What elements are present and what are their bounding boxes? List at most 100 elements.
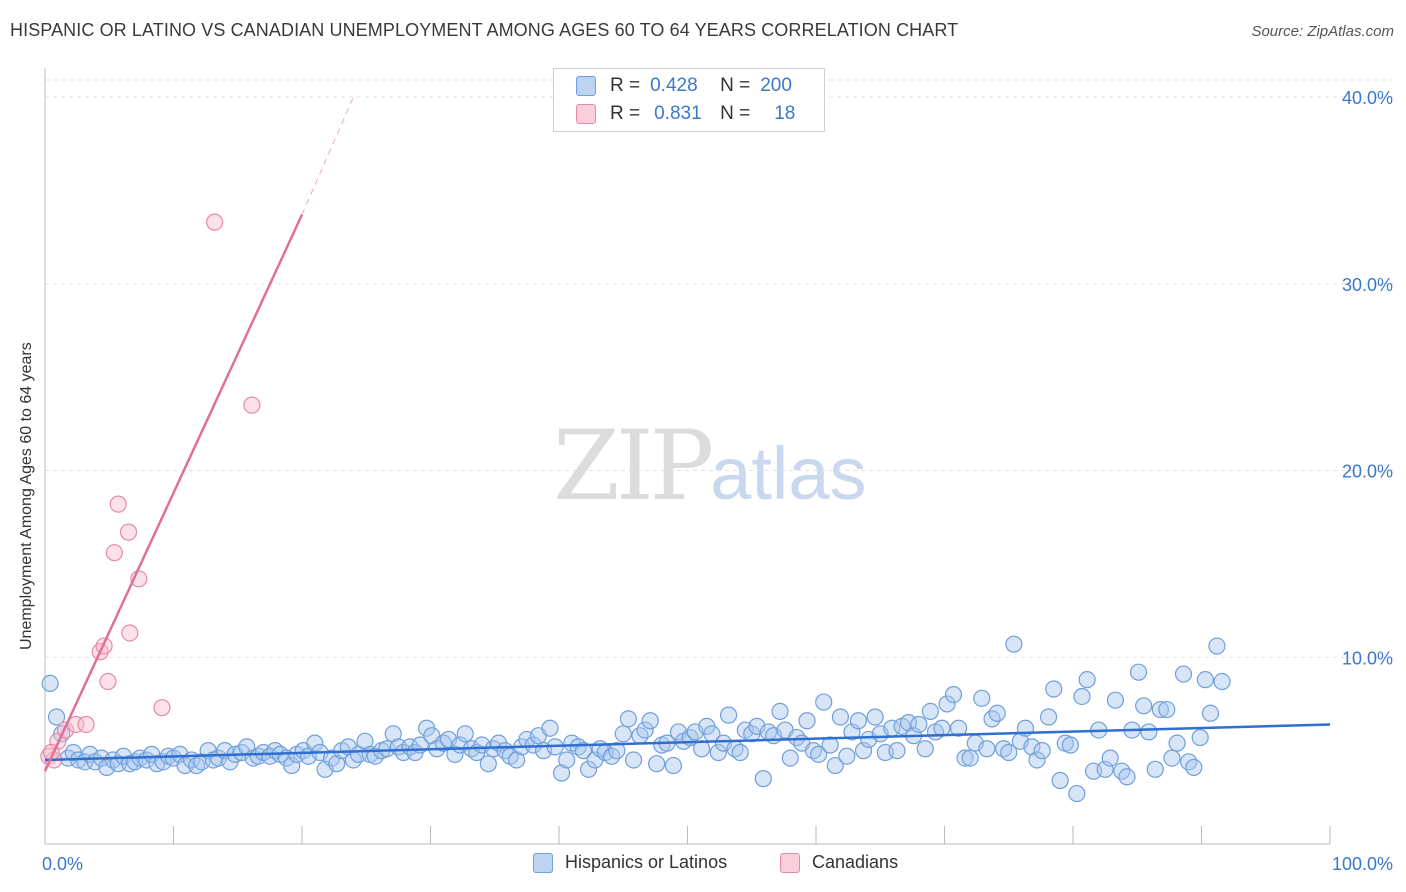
- canadian-point: [109, 495, 127, 513]
- canadian-point: [105, 544, 123, 562]
- canadian-trend-extension: [301, 96, 354, 215]
- hispanic-point: [1045, 680, 1063, 698]
- hispanic-point: [1096, 760, 1114, 778]
- hispanic-point: [809, 745, 828, 763]
- hispanic-point: [1168, 734, 1186, 752]
- y-tick-label: 20.0%: [1342, 462, 1393, 482]
- legend-r-value: 0.831: [654, 103, 702, 124]
- hispanic-point: [641, 712, 659, 730]
- x-tick-label: 100.0%: [1332, 854, 1393, 874]
- legend-n-label: N =: [720, 75, 751, 96]
- y-tick-label: 10.0%: [1342, 648, 1393, 668]
- hispanic-point: [1213, 672, 1231, 691]
- bottom-legend-canadians: Canadians: [780, 852, 898, 873]
- hispanic-point: [1000, 743, 1018, 762]
- hispanic-point: [950, 719, 968, 737]
- watermark: ZIPatlas: [553, 410, 867, 522]
- hispanic-point: [664, 756, 682, 775]
- hispanic-point: [831, 708, 850, 726]
- legend: R = 0.428 N = 200 R = 0.831 N = 18: [553, 68, 825, 132]
- hispanic-point: [1033, 742, 1051, 760]
- legend-r-label: R =: [610, 75, 641, 96]
- hispanic-point: [479, 755, 497, 773]
- hispanic-point: [978, 740, 996, 758]
- hispanic-point: [1106, 691, 1125, 709]
- hispanic-point: [574, 742, 593, 760]
- legend-r-value: 0.428: [650, 75, 698, 96]
- hispanic-point: [356, 732, 374, 750]
- bottom-legend: Hispanics or Latinos Canadians: [0, 852, 1406, 878]
- hispanic-point: [815, 693, 833, 711]
- canadian-trend-line: [43, 214, 304, 772]
- hispanic-point: [1191, 728, 1209, 747]
- hispanic-point: [507, 751, 526, 769]
- hispanic-point: [1039, 708, 1058, 726]
- hispanic-point: [754, 770, 772, 788]
- hispanic-point: [1174, 665, 1193, 683]
- hispanic-point: [41, 674, 59, 692]
- hispanic-point: [821, 736, 839, 754]
- hispanic-point: [1146, 760, 1164, 778]
- hispanic-point: [849, 712, 868, 730]
- hispanic-point: [579, 760, 598, 778]
- hispanic-point: [988, 704, 1006, 722]
- hispanic-point: [826, 756, 844, 775]
- hispanic-point: [541, 719, 559, 737]
- bottom-legend-swatch-pink: [780, 852, 800, 873]
- legend-swatch-pink: [576, 104, 596, 124]
- hispanic-point: [456, 725, 474, 743]
- canadian-point: [121, 624, 139, 642]
- hispanic-point: [614, 725, 632, 743]
- hispanic-point: [1068, 784, 1086, 803]
- hispanic-point: [961, 749, 979, 767]
- hispanic-point: [910, 715, 928, 734]
- y-tick-label: 40.0%: [1342, 88, 1393, 108]
- hispanic-point: [1208, 637, 1226, 655]
- legend-n-value: 18: [774, 103, 796, 124]
- hispanic-point: [1129, 663, 1148, 681]
- hispanic-point: [1118, 768, 1136, 786]
- hispanic-point: [558, 751, 576, 769]
- hispanic-point: [866, 708, 884, 726]
- hispanic-point: [624, 751, 643, 769]
- canadian-point: [153, 699, 171, 717]
- hispanic-point: [709, 743, 727, 762]
- source-label: Source: ZipAtlas.com: [1251, 23, 1394, 40]
- bottom-legend-label: Hispanics or Latinos: [565, 852, 728, 872]
- hispanic-point: [1135, 697, 1153, 715]
- hispanic-point: [973, 689, 991, 707]
- hispanic-point: [1158, 700, 1176, 719]
- legend-row-hispanics: R = 0.428 N = 200: [576, 73, 792, 99]
- hispanic-trend-line: [44, 723, 1331, 762]
- hispanic-point: [1061, 736, 1080, 754]
- bottom-legend-hispanics: Hispanics or Latinos: [533, 852, 727, 873]
- hispanic-point: [384, 725, 402, 743]
- hispanic-point: [636, 721, 654, 739]
- hispanic-point: [608, 742, 626, 760]
- x-tick-label: 0.0%: [42, 854, 83, 874]
- hispanic-point: [1101, 749, 1119, 767]
- hispanic-point: [1005, 635, 1023, 653]
- hispanic-point: [1078, 671, 1096, 689]
- canadian-point: [77, 715, 95, 734]
- hispanic-point: [1196, 671, 1214, 689]
- hispanic-point: [720, 706, 738, 724]
- hispanic-point: [731, 743, 749, 762]
- hispanic-point: [1163, 749, 1181, 767]
- hispanic-point: [1023, 738, 1041, 756]
- hispanic-point: [446, 745, 464, 763]
- hispanic-point: [771, 702, 789, 721]
- legend-n-label: N =: [720, 103, 751, 124]
- hispanic-point: [648, 755, 666, 773]
- hispanic-point: [938, 695, 956, 713]
- hispanic-point: [1201, 704, 1220, 722]
- legend-n-value: 200: [760, 75, 792, 96]
- legend-swatch-blue: [576, 76, 596, 96]
- hispanic-point: [1185, 758, 1203, 777]
- hispanic-point: [552, 764, 571, 782]
- hispanic-point: [1151, 700, 1169, 719]
- hispanic-point: [1028, 751, 1046, 769]
- canadian-point: [206, 213, 224, 231]
- hispanic-point: [283, 756, 301, 775]
